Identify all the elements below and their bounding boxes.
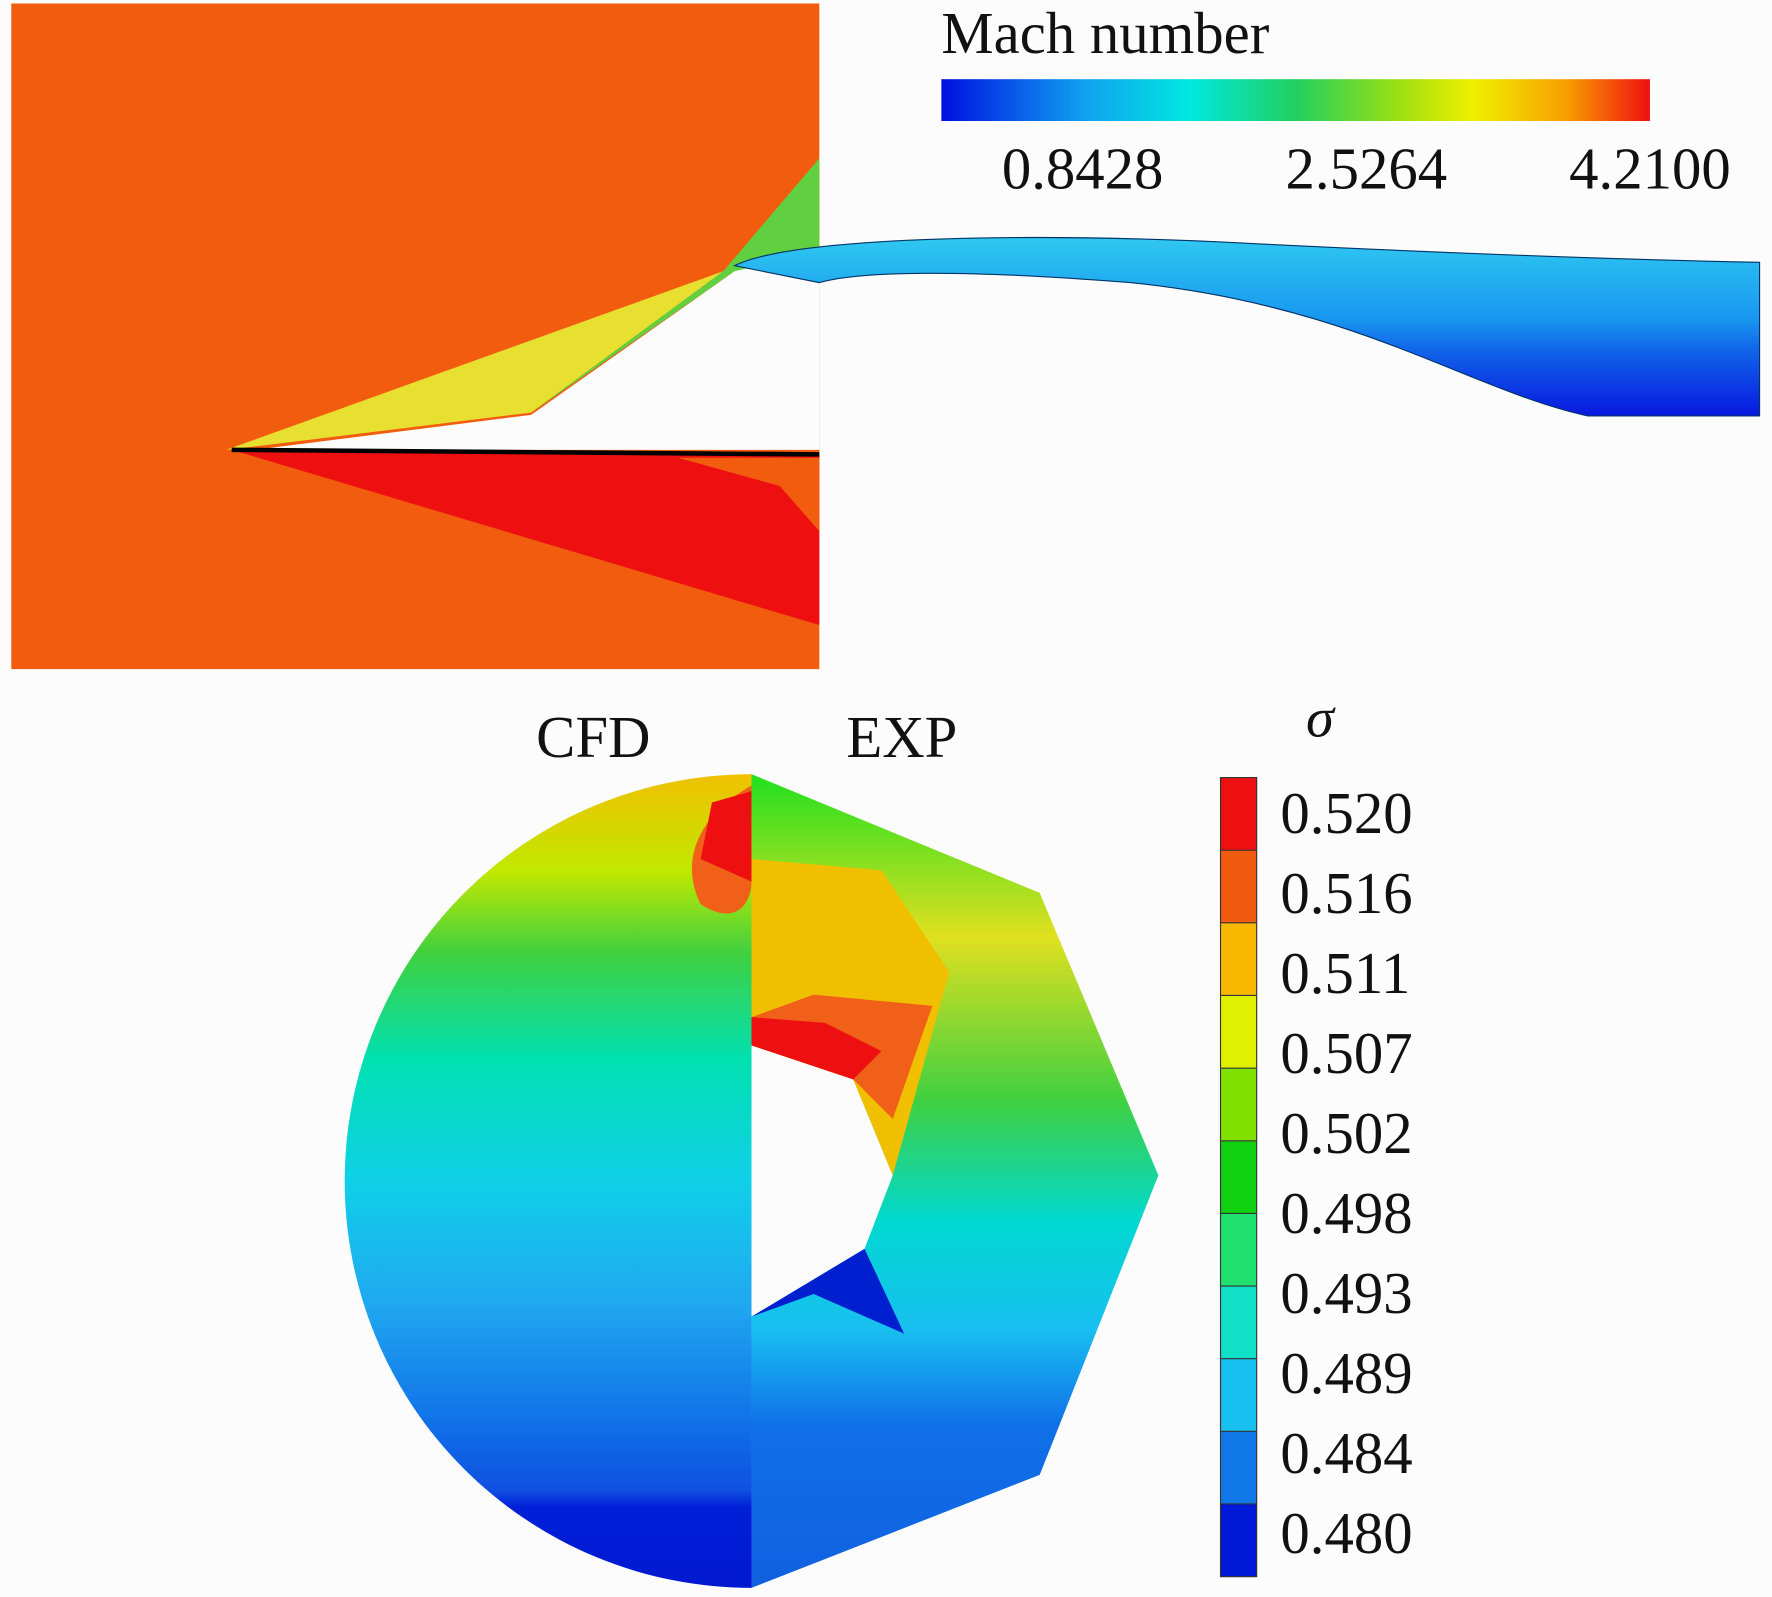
exp-cold: [751, 1248, 905, 1334]
lower-region: [678, 457, 820, 532]
colorbar-tick-label: 0.502: [1280, 1101, 1412, 1166]
colorbar-tick-label: 0.520: [1280, 781, 1412, 846]
lower-wedge: [231, 449, 820, 626]
colorbar-tick-label: 0.480: [1280, 1501, 1412, 1566]
colorbar-tick-label: 0.511: [1280, 941, 1410, 1006]
colorbar-tick-label: 4.2100: [1569, 137, 1731, 202]
colorbar-tick-label: 0.484: [1280, 1421, 1412, 1486]
panel-label: CFD: [536, 705, 650, 770]
duct-flow: [732, 237, 1761, 417]
colorbar-tick-label: 0.507: [1280, 1021, 1412, 1086]
colorbar-tick-label: 0.489: [1280, 1341, 1412, 1406]
ramp-region: [226, 271, 724, 450]
colorbar-tick-label: 0.516: [1280, 861, 1412, 926]
colorbar-band: [1220, 1286, 1257, 1360]
colorbar-tick-label: 0.498: [1280, 1181, 1412, 1246]
colorbar-title: σ: [1306, 687, 1336, 749]
colorbar-band: [1220, 1213, 1257, 1287]
colorbar-band: [1220, 922, 1257, 997]
colorbar-tick-label: 0.493: [1280, 1261, 1412, 1326]
colorbar-band: [1220, 1431, 1257, 1505]
colorbar-title: Mach number: [941, 1, 1269, 66]
colorbar-frame: [1219, 777, 1258, 1578]
panel-label: EXP: [846, 705, 957, 770]
colorbar-band: [1220, 1503, 1257, 1578]
colorbar-tick-label: 0.8428: [1002, 137, 1164, 202]
colorbar-band: [1220, 1140, 1257, 1214]
colorbar-band: [1220, 995, 1257, 1069]
cfd-contour: [344, 774, 752, 1588]
colorbar-band: [1220, 777, 1257, 851]
cfd-hot-core: [700, 791, 752, 882]
colorbar-band: [1220, 1358, 1257, 1432]
ramp-body: [254, 250, 820, 450]
colorbar-band: [1220, 1068, 1257, 1142]
colorbar: [941, 79, 1650, 122]
colorbar-tick-label: 2.5264: [1286, 137, 1448, 202]
exp-hot-core: [751, 1017, 882, 1080]
cowl-lip: [231, 447, 820, 457]
colorbar-band: [1220, 850, 1257, 924]
